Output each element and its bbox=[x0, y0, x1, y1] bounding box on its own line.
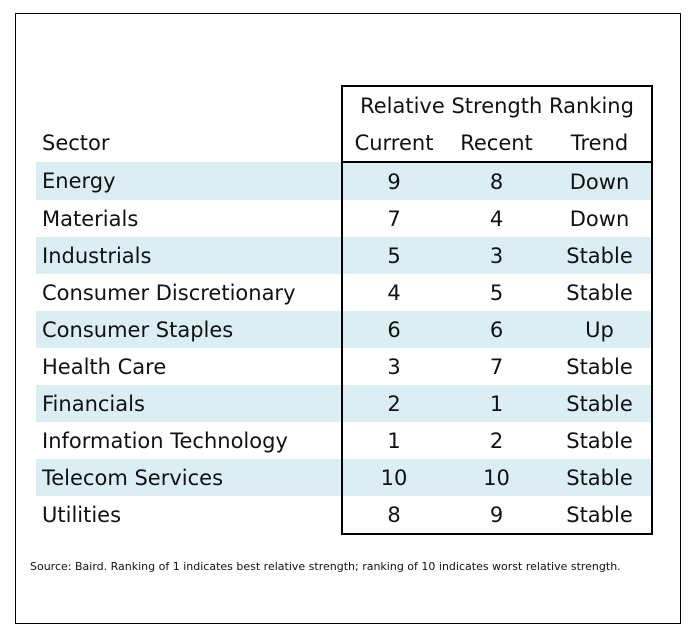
recent-rank-cell: 5 bbox=[489, 280, 504, 305]
current-rank-cell: 2 bbox=[341, 385, 445, 422]
sector-cell: Health Care bbox=[42, 354, 167, 379]
trend-cell: Stable bbox=[548, 274, 654, 311]
trend-column-header: Trend bbox=[548, 124, 654, 163]
sector-cell: Information Technology bbox=[42, 428, 288, 453]
relative-strength-ranking-header: Relative Strength Ranking bbox=[340, 85, 654, 124]
trend-cell: Stable bbox=[548, 496, 654, 535]
current-rank-cell: 1 bbox=[341, 422, 445, 459]
table-row: Utilities 8 9 Stable bbox=[36, 496, 654, 535]
recent-rank-cell: 7 bbox=[489, 354, 504, 379]
trend-cell: Stable bbox=[548, 348, 654, 385]
table-row: Materials 7 4 Down bbox=[36, 200, 654, 237]
trend-cell: Down bbox=[548, 200, 654, 237]
trend-cell: Stable bbox=[548, 459, 654, 496]
recent-column-header: Recent bbox=[445, 124, 548, 163]
recent-rank-cell: 8 bbox=[445, 162, 548, 200]
trend-cell: Stable bbox=[548, 422, 654, 459]
recent-rank-cell: 9 bbox=[445, 496, 548, 535]
source-footnote: Source: Baird. Ranking of 1 indicates be… bbox=[30, 560, 621, 573]
column-header-row: Sector Current Recent Trend bbox=[36, 124, 654, 163]
current-rank-cell: 3 bbox=[341, 348, 445, 385]
current-rank-cell: 5 bbox=[341, 237, 445, 274]
recent-rank-cell: 6 bbox=[445, 311, 548, 348]
blank-cell bbox=[36, 86, 342, 124]
sector-column-header: Sector bbox=[42, 131, 110, 155]
table-row: Information Technology 1 2 Stable bbox=[36, 422, 654, 459]
current-rank-cell: 6 bbox=[341, 311, 445, 348]
current-rank-cell: 10 bbox=[341, 459, 445, 496]
sector-cell: Consumer Discretionary bbox=[42, 280, 296, 305]
current-rank-cell: 9 bbox=[341, 162, 445, 200]
current-column-header: Current bbox=[341, 124, 445, 163]
recent-rank-cell: 3 bbox=[445, 237, 548, 274]
sector-cell: Materials bbox=[42, 206, 139, 231]
sector-cell: Industrials bbox=[36, 237, 342, 274]
recent-rank-cell: 2 bbox=[489, 428, 504, 453]
sector-cell: Telecom Services bbox=[36, 459, 342, 496]
group-header-row: Relative Strength Ranking bbox=[36, 85, 654, 124]
sector-cell: Consumer Staples bbox=[36, 311, 342, 348]
trend-cell: Stable bbox=[548, 237, 654, 274]
trend-cell: Stable bbox=[548, 385, 654, 422]
recent-rank-cell: 1 bbox=[445, 385, 548, 422]
trend-cell: Down bbox=[548, 162, 654, 200]
figure-frame bbox=[15, 13, 681, 624]
table-row: Energy 9 8 Down bbox=[36, 162, 654, 200]
table-row: Consumer Discretionary 4 5 Stable bbox=[36, 274, 654, 311]
current-rank-cell: 4 bbox=[341, 274, 445, 311]
current-rank-cell: 7 bbox=[341, 200, 445, 237]
table-row: Consumer Staples 6 6 Up bbox=[36, 311, 654, 348]
sector-cell: Utilities bbox=[42, 503, 122, 527]
table-row: Telecom Services 10 10 Stable bbox=[36, 459, 654, 496]
current-rank-cell: 8 bbox=[341, 496, 445, 535]
trend-cell: Up bbox=[548, 311, 654, 348]
sector-cell: Energy bbox=[36, 162, 342, 200]
recent-rank-cell: 4 bbox=[489, 206, 504, 231]
sector-cell: Financials bbox=[36, 385, 342, 422]
recent-rank-cell: 10 bbox=[445, 459, 548, 496]
table-row: Financials 2 1 Stable bbox=[36, 385, 654, 422]
table-row: Health Care 3 7 Stable bbox=[36, 348, 654, 385]
table-row: Industrials 5 3 Stable bbox=[36, 237, 654, 274]
sector-ranking-table: Relative Strength Ranking Sector Current… bbox=[36, 85, 654, 535]
